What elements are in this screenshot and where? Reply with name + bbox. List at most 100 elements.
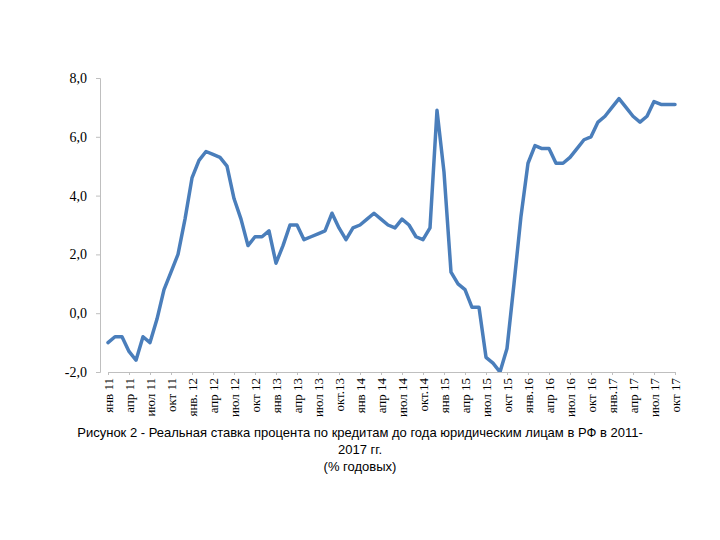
x-tick-label: окт.13 xyxy=(332,378,347,412)
y-tick-label: 0,0 xyxy=(70,306,88,321)
x-tick-mark xyxy=(234,372,235,375)
y-tick-label: 4,0 xyxy=(70,189,88,204)
x-tick: апр 15 xyxy=(458,372,473,413)
x-tick-mark xyxy=(129,372,130,375)
y-tick: 8,0 xyxy=(70,71,101,86)
x-tick-mark xyxy=(675,372,676,375)
x-tick: янв 13 xyxy=(269,372,284,413)
x-tick: янв.17 xyxy=(605,372,620,413)
x-tick-mark xyxy=(213,372,214,375)
x-tick-label: окт 15 xyxy=(500,378,515,413)
x-tick: окт 15 xyxy=(500,372,515,413)
x-tick: апр 14 xyxy=(374,372,389,413)
x-tick-label: апр 17 xyxy=(626,378,641,414)
y-tick-mark xyxy=(96,137,100,138)
y-tick: 2,0 xyxy=(70,247,101,262)
x-tick-label: янв 15 xyxy=(437,378,452,413)
y-tick: -2,0 xyxy=(65,365,100,380)
x-tick: окт 12 xyxy=(248,372,263,413)
x-tick-mark xyxy=(612,372,613,375)
x-tick-label: янв 14 xyxy=(353,378,368,414)
x-tick-label: янв 11 xyxy=(101,378,116,413)
x-tick-mark xyxy=(549,372,550,375)
x-tick: окт 11 xyxy=(164,372,179,412)
caption: Рисунок 2 - Реальная ставка процента по … xyxy=(70,424,650,475)
x-tick-label: апр 12 xyxy=(206,378,221,413)
x-tick: окт.13 xyxy=(332,372,347,412)
y-tick-label: 2,0 xyxy=(70,247,88,262)
series-line xyxy=(108,99,675,372)
x-tick-mark xyxy=(402,372,403,375)
x-tick-mark xyxy=(633,372,634,375)
x-tick-mark xyxy=(297,372,298,375)
x-tick-mark xyxy=(339,372,340,375)
x-tick-label: июл 12 xyxy=(227,378,242,417)
x-tick: апр 13 xyxy=(290,372,305,413)
y-tick-mark xyxy=(96,196,100,197)
y-tick: 6,0 xyxy=(70,130,101,145)
y-tick: 0,0 xyxy=(70,306,101,321)
y-tick-mark xyxy=(96,254,100,255)
x-tick-label: окт 12 xyxy=(248,378,263,413)
x-tick-label: июл 17 xyxy=(647,378,662,418)
x-tick-mark xyxy=(360,372,361,375)
y-axis-line xyxy=(96,79,101,373)
x-tick-label: окт 17 xyxy=(668,378,683,413)
plot-area xyxy=(108,99,675,372)
x-tick-label: окт 16 xyxy=(584,378,599,413)
x-tick: окт.14 xyxy=(416,372,431,412)
x-tick-label: янв.16 xyxy=(521,378,536,414)
x-tick-label: июл 11 xyxy=(143,378,158,417)
x-tick: апр 16 xyxy=(542,372,557,413)
y-tick-mark xyxy=(96,372,100,373)
x-tick: июл 11 xyxy=(143,372,158,417)
y-tick-label: 6,0 xyxy=(70,130,88,145)
x-tick-mark xyxy=(486,372,487,375)
x-tick-mark xyxy=(171,372,172,375)
x-tick: июл 16 xyxy=(563,372,578,417)
x-tick-label: апр 11 xyxy=(122,378,137,413)
y-tick: 4,0 xyxy=(70,189,101,204)
y-tick-label: -2,0 xyxy=(65,365,87,380)
x-tick-mark xyxy=(570,372,571,375)
x-tick-mark xyxy=(276,372,277,375)
x-tick-mark xyxy=(318,372,319,375)
x-tick: апр 11 xyxy=(122,372,137,413)
x-tick-label: окт 11 xyxy=(164,378,179,412)
y-tick-label: 8,0 xyxy=(70,71,88,86)
x-tick: июл 17 xyxy=(647,372,662,417)
x-tick: июл 13 xyxy=(311,372,326,417)
x-tick: июл 15 xyxy=(479,372,494,417)
x-tick-label: июл 14 xyxy=(395,378,410,418)
title: Рисунок 2 - Реальная ставка процента по … xyxy=(70,424,650,458)
x-tick-mark xyxy=(591,372,592,375)
x-tick: окт 17 xyxy=(668,372,683,413)
x-tick-label: июл 13 xyxy=(311,378,326,417)
x-tick-label: апр 13 xyxy=(290,378,305,413)
x-tick: июл 14 xyxy=(395,372,410,417)
x-tick-label: июл 16 xyxy=(563,378,578,418)
x-tick: апр 12 xyxy=(206,372,221,413)
y-tick-mark xyxy=(96,313,100,314)
x-tick-mark xyxy=(255,372,256,375)
x-tick-mark xyxy=(465,372,466,375)
x-tick-label: июл 15 xyxy=(479,378,494,417)
y-tick-mark xyxy=(96,78,100,79)
x-tick-label: апр 16 xyxy=(542,378,557,414)
x-tick-mark xyxy=(507,372,508,375)
x-tick-label: янв 13 xyxy=(269,378,284,413)
x-tick-mark xyxy=(150,372,151,375)
y-axis: -2,0 0,0 2,0 4,0 6,0 8,0 xyxy=(65,71,101,380)
x-tick-label: окт.14 xyxy=(416,378,431,412)
x-axis-line xyxy=(109,373,676,376)
x-tick-mark xyxy=(654,372,655,375)
x-tick-label: янв. 12 xyxy=(185,378,200,417)
subtitle: (% годовых) xyxy=(70,458,650,475)
x-axis: янв 11 апр 11 июл 11 окт 11 янв. 12 апр 12 июл… xyxy=(101,372,683,417)
x-tick: янв.16 xyxy=(521,372,536,413)
x-tick-mark xyxy=(108,372,109,375)
x-tick: янв 14 xyxy=(353,372,368,413)
x-tick-mark xyxy=(444,372,445,375)
x-tick-label: апр 15 xyxy=(458,378,473,413)
x-tick: июл 12 xyxy=(227,372,242,417)
